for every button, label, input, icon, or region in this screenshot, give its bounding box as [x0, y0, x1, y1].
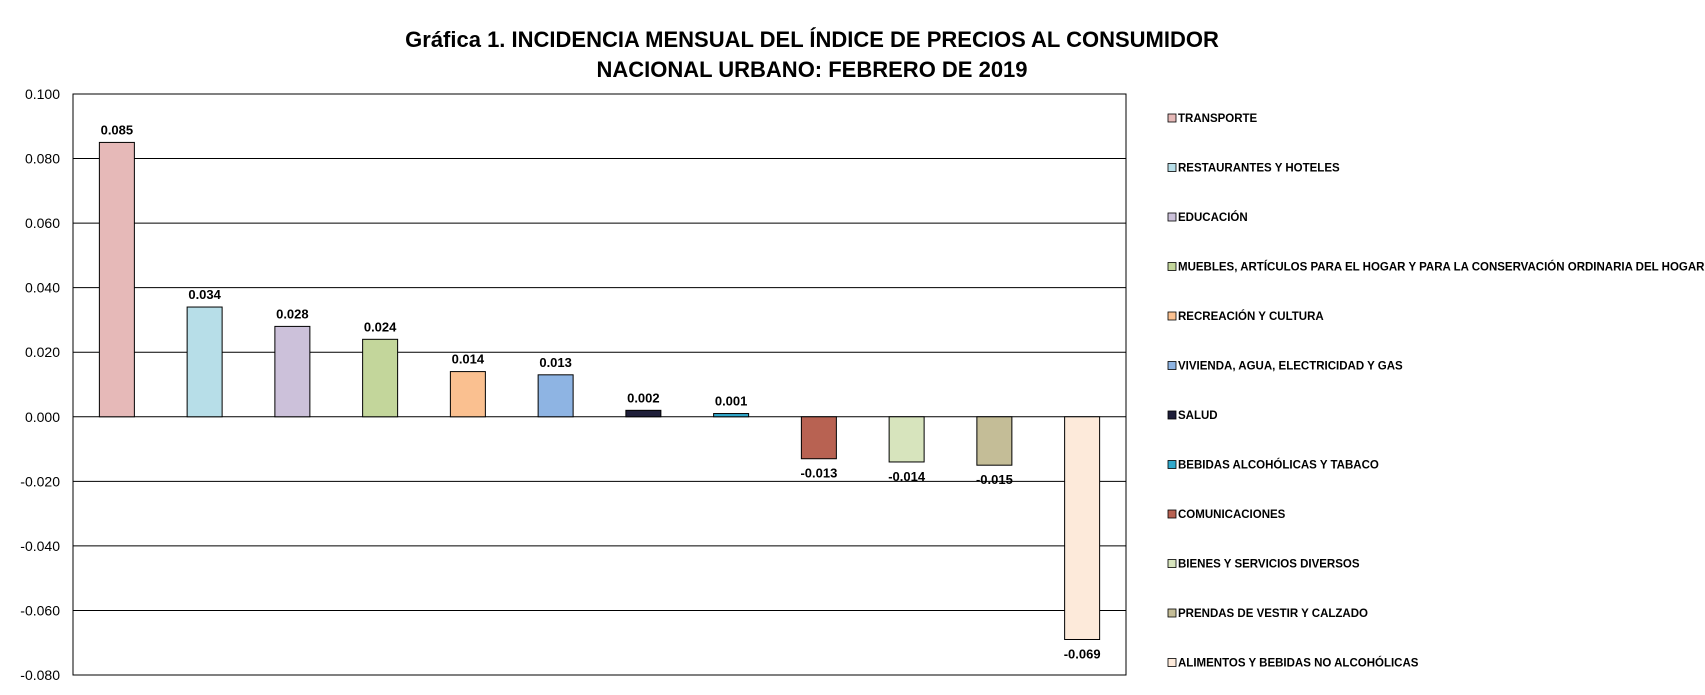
bar — [1064, 416, 1101, 640]
y-tick-label: 0.040 — [25, 280, 60, 296]
y-tick-label: 0.060 — [25, 215, 60, 231]
data-label: 0.013 — [539, 355, 572, 370]
legend-label: VIVIENDA, AGUA, ELECTRICIDAD Y GAS — [1178, 361, 1403, 373]
bar — [449, 371, 486, 418]
data-label: -0.014 — [888, 469, 926, 484]
y-tick-label: 0.100 — [25, 86, 60, 102]
legend-label: PRENDAS DE VESTIR Y CALZADO — [1178, 608, 1368, 620]
data-label: 0.034 — [188, 287, 221, 302]
data-label: 0.024 — [364, 319, 397, 334]
data-labels: 0.085 0.034 0.028 0.024 0.014 0.013 0.002 0.001… — [101, 122, 1101, 661]
bar — [274, 325, 311, 418]
data-label: 0.002 — [627, 390, 660, 405]
data-label: -0.015 — [976, 472, 1013, 487]
legend-swatch — [1167, 509, 1177, 519]
bar — [362, 338, 399, 418]
legend-swatch — [1167, 410, 1177, 420]
legend-label: TRANSPORTE — [1178, 113, 1258, 125]
plot-area-frame — [72, 93, 1127, 676]
legend-label: BIENES Y SERVICIOS DIVERSOS — [1178, 559, 1360, 571]
bars — [98, 141, 1101, 640]
bar — [888, 416, 925, 463]
bar — [800, 416, 837, 460]
legend-label: RESTAURANTES Y HOTELES — [1178, 163, 1340, 175]
legend: TRANSPORTE RESTAURANTES Y HOTELES EDUCACIÓ… — [1167, 113, 1705, 670]
bar — [186, 306, 223, 418]
data-label: 0.014 — [452, 352, 485, 367]
legend-swatch — [1167, 658, 1177, 667]
chart-title-line-2: NACIONAL URBANO: FEBRERO DE 2019 — [596, 57, 1027, 82]
data-label: 0.028 — [276, 306, 309, 321]
legend-swatch — [1167, 113, 1177, 123]
y-tick-label: -0.020 — [20, 473, 60, 489]
bar — [976, 416, 1013, 466]
legend-label: RECREACIÓN Y CULTURA — [1178, 310, 1324, 323]
y-tick-label: -0.060 — [20, 602, 60, 618]
y-axis: 0.100 0.080 0.060 0.040 0.020 0.000 -0.020 -0.0… — [20, 86, 60, 683]
data-label: -0.069 — [1064, 646, 1101, 661]
legend-swatch — [1167, 212, 1177, 222]
y-tick-label: 0.000 — [25, 409, 60, 425]
bar — [98, 141, 135, 418]
bar — [713, 413, 750, 418]
legend-swatch — [1167, 311, 1177, 321]
legend-swatch — [1167, 163, 1177, 172]
legend-swatch — [1167, 608, 1177, 618]
y-tick-label: 0.020 — [25, 344, 60, 360]
y-tick-label: -0.080 — [20, 667, 60, 683]
legend-label: BEBIDAS ALCOHÓLICAS Y TABACO — [1178, 459, 1379, 472]
bar — [625, 409, 662, 418]
legend-swatch — [1167, 559, 1177, 568]
legend-swatch — [1167, 361, 1177, 370]
legend-label: EDUCACIÓN — [1178, 211, 1248, 224]
chart-title-line-1: Gráfica 1. INCIDENCIA MENSUAL DEL ÍNDICE… — [405, 27, 1219, 52]
legend-swatch — [1167, 262, 1177, 271]
legend-label: COMUNICACIONES — [1178, 509, 1286, 521]
legend-label: ALIMENTOS Y BEBIDAS NO ALCOHÓLICAS — [1178, 657, 1419, 670]
legend-label: MUEBLES, ARTÍCULOS PARA EL HOGAR Y PARA … — [1178, 261, 1705, 274]
data-label: 0.085 — [101, 122, 134, 137]
data-label: 0.001 — [715, 394, 748, 409]
legend-swatch — [1167, 460, 1177, 469]
y-tick-label: 0.080 — [25, 151, 60, 167]
data-label: -0.013 — [800, 466, 837, 481]
y-tick-label: -0.040 — [20, 538, 60, 554]
legend-label: SALUD — [1178, 410, 1218, 422]
gridlines — [73, 93, 1126, 676]
bar — [537, 374, 574, 418]
